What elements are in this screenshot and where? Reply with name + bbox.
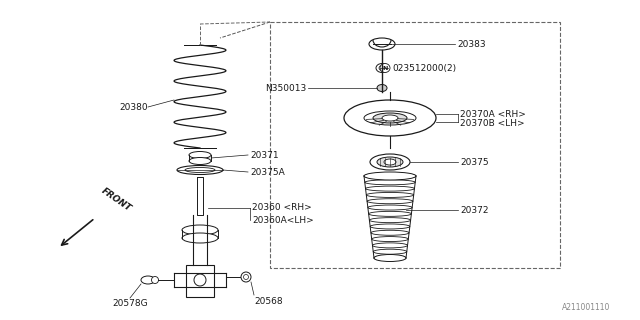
Ellipse shape: [141, 276, 155, 284]
Ellipse shape: [384, 159, 396, 165]
Text: 023512000(2): 023512000(2): [392, 63, 456, 73]
Text: N: N: [382, 66, 388, 70]
Ellipse shape: [368, 205, 412, 210]
Text: 20371: 20371: [250, 150, 278, 159]
Ellipse shape: [374, 255, 406, 260]
Ellipse shape: [365, 186, 415, 191]
Ellipse shape: [194, 274, 206, 286]
Ellipse shape: [374, 254, 406, 261]
Text: 20360 <RH>: 20360 <RH>: [252, 203, 312, 212]
Text: 20383: 20383: [457, 39, 486, 49]
Ellipse shape: [379, 66, 385, 70]
Bar: [186, 265, 214, 297]
Ellipse shape: [185, 167, 215, 172]
Ellipse shape: [364, 111, 416, 125]
Text: 20568: 20568: [254, 297, 283, 306]
Ellipse shape: [372, 236, 408, 242]
Text: N350013: N350013: [265, 84, 306, 92]
Ellipse shape: [369, 211, 412, 216]
Ellipse shape: [370, 154, 410, 170]
Ellipse shape: [152, 276, 159, 284]
Ellipse shape: [189, 151, 211, 158]
Ellipse shape: [367, 199, 413, 204]
Ellipse shape: [370, 224, 410, 229]
Ellipse shape: [380, 63, 390, 73]
Text: A211001110: A211001110: [562, 303, 610, 312]
Text: 20380: 20380: [120, 102, 148, 111]
Text: FRONT: FRONT: [100, 186, 133, 213]
Ellipse shape: [182, 233, 218, 243]
Ellipse shape: [382, 115, 398, 121]
Ellipse shape: [241, 272, 251, 282]
Ellipse shape: [189, 157, 211, 164]
Text: 20360A<LH>: 20360A<LH>: [252, 215, 314, 225]
Ellipse shape: [243, 275, 248, 279]
Text: 20578G: 20578G: [112, 299, 148, 308]
Ellipse shape: [369, 38, 395, 50]
Ellipse shape: [369, 218, 411, 223]
Ellipse shape: [373, 113, 407, 123]
Ellipse shape: [371, 230, 409, 235]
Ellipse shape: [373, 249, 407, 254]
Ellipse shape: [377, 157, 403, 167]
Ellipse shape: [366, 192, 413, 197]
Ellipse shape: [365, 180, 415, 185]
Ellipse shape: [376, 63, 388, 73]
Text: 20372: 20372: [460, 205, 488, 214]
Ellipse shape: [177, 165, 223, 174]
Text: 20370A <RH>: 20370A <RH>: [460, 109, 526, 118]
Ellipse shape: [364, 173, 416, 179]
Bar: [270, 22, 560, 268]
Text: 20375: 20375: [460, 157, 488, 166]
Text: 20370B <LH>: 20370B <LH>: [460, 118, 525, 127]
Ellipse shape: [377, 84, 387, 92]
Ellipse shape: [364, 172, 416, 180]
Ellipse shape: [344, 100, 436, 136]
Ellipse shape: [372, 243, 408, 248]
Ellipse shape: [182, 225, 218, 235]
Text: 20375A: 20375A: [250, 167, 285, 177]
